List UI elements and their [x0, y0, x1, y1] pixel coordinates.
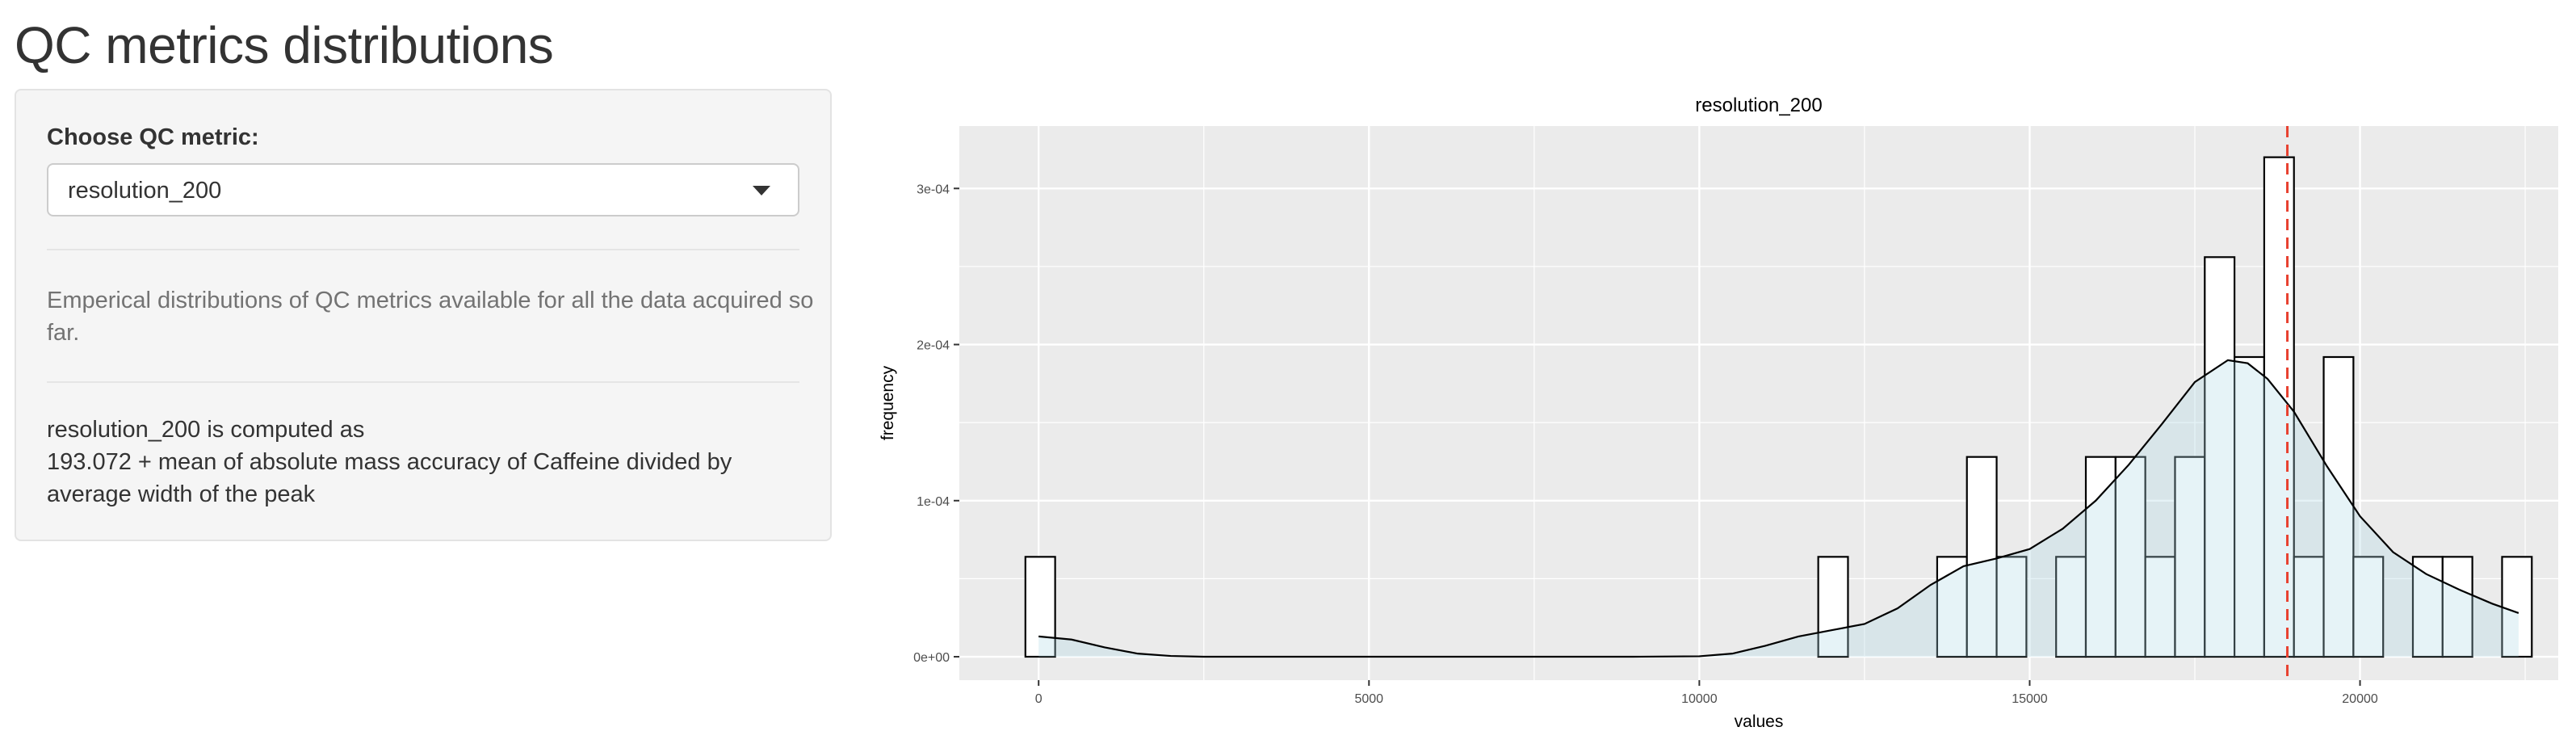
x-tick-label: 20000 — [2342, 692, 2378, 706]
metric-description-line: average width of the peak — [47, 481, 316, 507]
x-tick-label: 10000 — [1681, 692, 1718, 706]
histogram-bar — [2174, 456, 2206, 658]
x-tick-label: 5000 — [1354, 692, 1383, 706]
divider — [47, 249, 799, 250]
density-area — [1038, 359, 2519, 658]
histogram-bar — [2441, 556, 2473, 658]
histogram-bar — [2114, 456, 2146, 658]
histogram-bar — [2055, 556, 2087, 658]
histogram-bar — [1995, 556, 2028, 658]
help-text: Emperical distributions of QC metrics av… — [47, 288, 814, 346]
y-tick-label: 3e-04 — [917, 183, 950, 196]
x-tick-label: 0 — [1035, 692, 1043, 706]
metric-description-line: 193.072 + mean of absolute mass accuracy… — [47, 449, 732, 475]
histogram-bar — [1817, 556, 1849, 658]
qc-metric-selected-value: resolution_200 — [68, 178, 222, 204]
y-tick-label: 1e-04 — [917, 495, 950, 509]
histogram-bar — [2352, 556, 2385, 658]
histogram-bar — [2411, 556, 2444, 658]
histogram-bar — [1024, 556, 1056, 658]
y-tick-label: 0e+00 — [913, 651, 950, 665]
histogram-bar — [2263, 156, 2295, 658]
divider — [47, 381, 799, 383]
histogram-plot: 0e+00 1e-04 2e-04 3e-04 0 5000 10000 15000 20000… — [872, 78, 2576, 748]
chart-title: resolution_200 — [1695, 95, 1822, 116]
histogram-bar — [2501, 556, 2533, 658]
y-axis-label: frequency — [879, 365, 897, 440]
metric-description: resolution_200 is computed as 193.072 + … — [47, 414, 774, 511]
histogram-bar — [2293, 556, 2325, 658]
density-line — [1038, 359, 2519, 658]
histogram-chart: 0e+00 1e-04 2e-04 3e-04 0 5000 10000 15000 20000… — [879, 95, 2558, 731]
qc-metric-select[interactable]: resolution_200 — [47, 163, 799, 216]
x-tick-label: 15000 — [2012, 692, 2048, 706]
sidebar-panel: Choose QC metric: resolution_200 Emperic… — [15, 89, 832, 541]
page-title: QC metrics distributions — [15, 16, 554, 74]
metric-description-line: resolution_200 is computed as — [47, 417, 365, 443]
y-tick-label: 2e-04 — [917, 339, 950, 353]
chevron-down-icon[interactable] — [753, 186, 770, 195]
qc-metric-label: Choose QC metric: — [47, 124, 259, 150]
x-axis-label: values — [1735, 712, 1784, 731]
histogram-bar — [2204, 256, 2236, 658]
